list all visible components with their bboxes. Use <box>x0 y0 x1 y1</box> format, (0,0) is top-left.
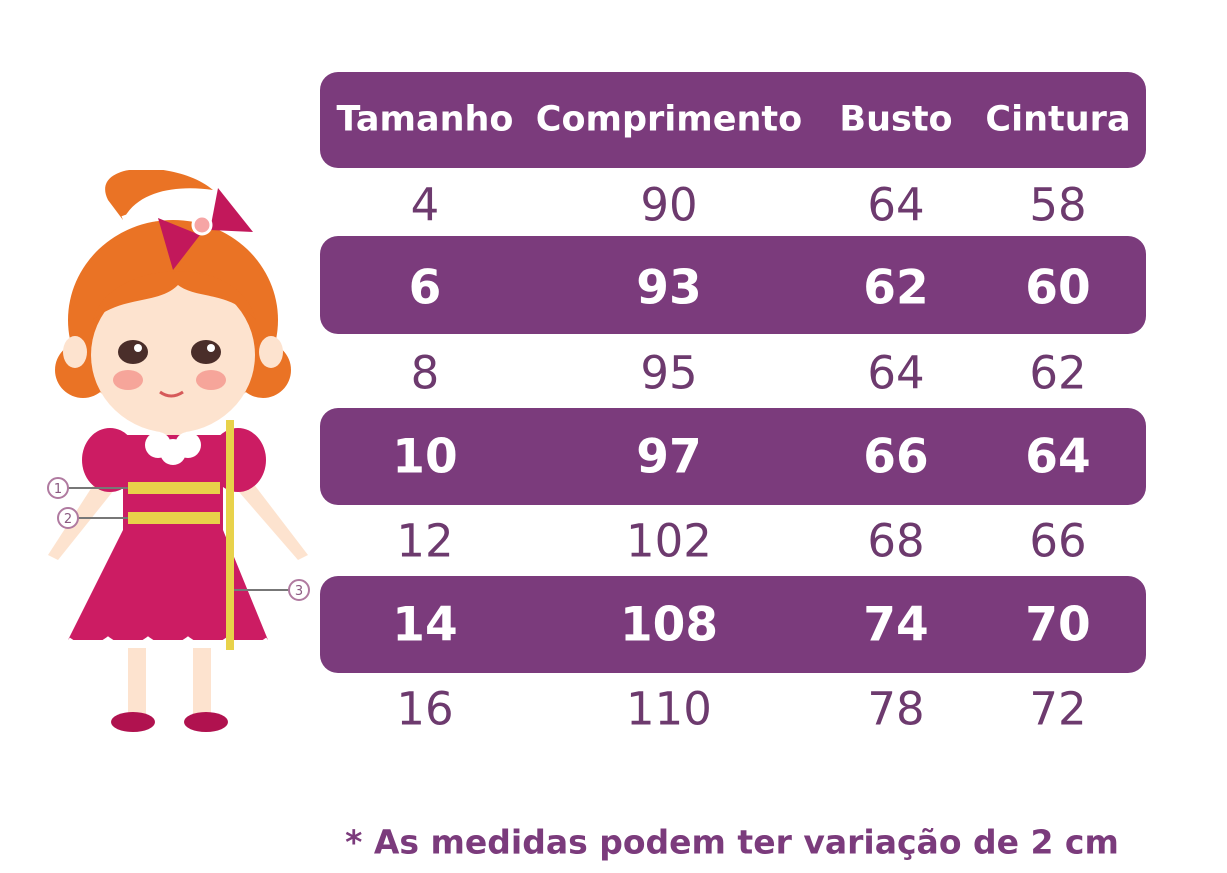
table-cell: 62 <box>1029 346 1087 400</box>
header-band <box>320 72 1146 168</box>
table-cell: 64 <box>867 178 925 232</box>
table-cell: 58 <box>1029 178 1087 232</box>
table-cell: 62 <box>863 260 929 316</box>
table-cell: 10 <box>392 429 458 485</box>
table-cell: 60 <box>1025 260 1091 316</box>
header-busto: Busto <box>839 99 953 140</box>
table-cell: 95 <box>640 346 698 400</box>
svg-text:1: 1 <box>54 482 62 497</box>
table-cell: 66 <box>1029 514 1087 568</box>
table-cell: 6 <box>408 260 442 316</box>
table-cell: 66 <box>863 429 929 485</box>
table-cell: 108 <box>619 597 719 653</box>
table-cell: 74 <box>863 597 929 653</box>
table-cell: 4 <box>410 178 440 232</box>
table-cell: 90 <box>640 178 698 232</box>
table-cell: 16 <box>396 682 454 736</box>
table-cell: 68 <box>867 514 925 568</box>
table-cell: 110 <box>626 682 712 736</box>
table-cell: 97 <box>636 429 702 485</box>
girl-measurement-illustration: 1 2 3 <box>47 170 310 732</box>
table-cell: 70 <box>1025 597 1091 653</box>
table-cell: 78 <box>867 682 925 736</box>
table-cell: 72 <box>1029 682 1087 736</box>
row-band <box>320 408 1146 505</box>
marker-1: 1 <box>47 477 69 499</box>
table-cell: 102 <box>626 514 712 568</box>
svg-text:3: 3 <box>295 584 303 599</box>
header-comprimento: Comprimento <box>535 99 803 140</box>
header-tamanho: Tamanho <box>336 99 514 140</box>
marker-3: 3 <box>288 579 310 601</box>
row-band <box>320 236 1146 334</box>
header-cintura: Cintura <box>985 99 1131 140</box>
marker-2: 2 <box>57 507 79 529</box>
footnote: * As medidas podem ter variação de 2 cm <box>345 822 1119 862</box>
svg-text:2: 2 <box>64 512 72 527</box>
row-band <box>320 576 1146 673</box>
table-cell: 93 <box>636 260 702 316</box>
table-cell: 64 <box>867 346 925 400</box>
table-cell: 8 <box>410 346 440 400</box>
table-cell: 12 <box>396 514 454 568</box>
table-cell: 64 <box>1025 429 1091 485</box>
table-cell: 14 <box>392 597 458 653</box>
